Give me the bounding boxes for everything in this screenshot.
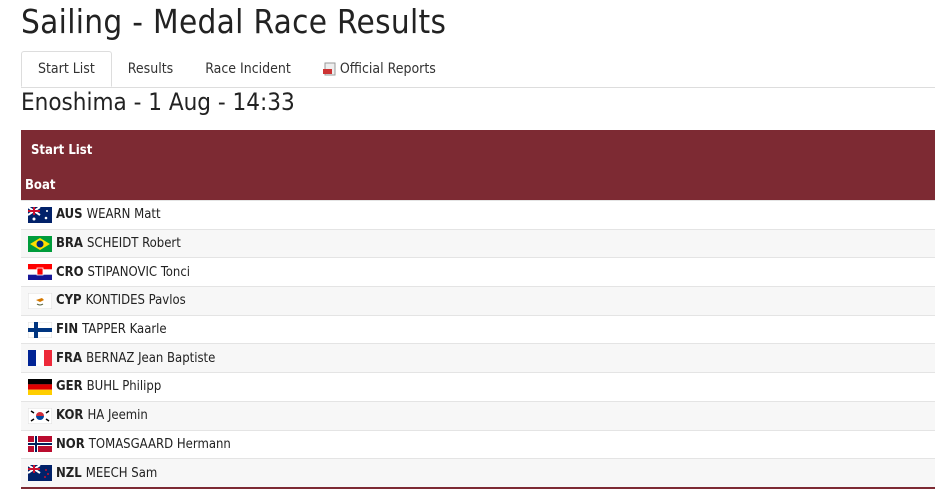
noc: KOR <box>56 408 84 424</box>
row: FIN TAPPER Kaarle <box>21 314 935 344</box>
flag <box>28 292 52 309</box>
athlete: BUHL Philipp <box>86 379 162 395</box>
flag <box>28 465 52 482</box>
pdf-icon <box>322 62 336 76</box>
noc: CYP <box>56 293 82 309</box>
flag <box>28 378 52 395</box>
tab[interactable]: Official Reports <box>307 51 452 87</box>
flag <box>28 350 52 367</box>
flag <box>28 235 52 252</box>
column-header: Boat <box>25 178 56 193</box>
tab[interactable]: Race Incident <box>205 61 291 77</box>
row: CYP KONTIDES Pavlos <box>21 286 935 315</box>
tab-label: Official Reports <box>339 61 436 77</box>
noc: FIN <box>56 322 79 338</box>
noc: BRA <box>56 236 83 252</box>
flag <box>28 264 52 281</box>
row: BRA SCHEIDT Robert <box>21 228 935 258</box>
athlete: SCHEIDT Robert <box>86 236 181 252</box>
noc: CRO <box>56 264 84 280</box>
row: GER BUHL Philipp <box>21 372 935 401</box>
table-header: Start List Boat <box>21 130 935 200</box>
athlete: MEECH Sam <box>85 465 158 481</box>
row: NOR TOMASGAARD Hermann <box>21 429 935 459</box>
athlete: STIPANOVIC Tonci <box>87 264 190 280</box>
noc: NOR <box>56 436 85 452</box>
row: KOR HA Jeemin <box>21 400 935 430</box>
athlete: WEARN Matt <box>86 207 161 223</box>
flag <box>28 206 52 223</box>
flag <box>28 436 52 453</box>
tabs: Start List Results Race Incident Officia… <box>21 51 935 88</box>
athlete: HA Jeemin <box>87 408 148 424</box>
caption: Start List <box>31 143 93 158</box>
row: AUS WEARN Matt <box>21 200 935 229</box>
noc: AUS <box>56 207 83 223</box>
row: NZL MEECH Sam <box>21 458 935 487</box>
flag <box>28 321 52 338</box>
row: FRA BERNAZ Jean Baptiste <box>21 343 935 373</box>
tab[interactable]: Results <box>127 61 174 77</box>
noc: NZL <box>56 465 82 481</box>
page-title: Sailing - Medal Race Results <box>21 2 447 41</box>
athlete: BERNAZ Jean Baptiste <box>86 350 216 366</box>
noc: GER <box>56 379 83 395</box>
venue: Enoshima - 1 Aug - 14:33 <box>21 88 295 116</box>
athlete: KONTIDES Pavlos <box>85 293 186 309</box>
row: CRO STIPANOVIC Tonci <box>21 257 935 286</box>
noc: FRA <box>56 350 83 366</box>
athlete: TOMASGAARD Hermann <box>88 436 231 452</box>
table: Start List Boat AUS WEARN Matt BRA SCHEIDT … <box>21 130 935 489</box>
tab[interactable]: Start List <box>21 51 112 87</box>
rows: AUS WEARN Matt BRA SCHEIDT Robert CRO STIPA… <box>21 200 935 487</box>
flag <box>28 407 52 424</box>
athlete: TAPPER Kaarle <box>82 322 167 338</box>
